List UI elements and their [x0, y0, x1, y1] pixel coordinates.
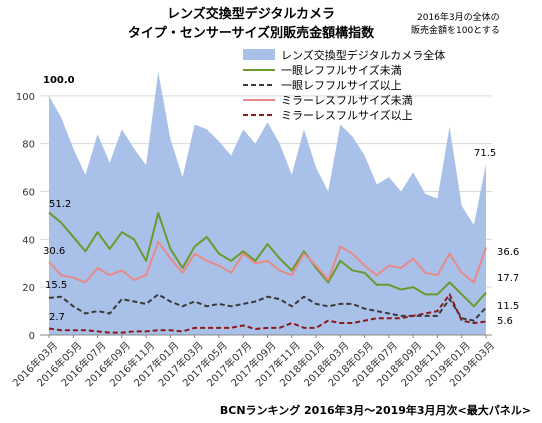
data-label-end-s1: 17.7 — [497, 273, 519, 284]
line-series-3 — [48, 240, 487, 284]
legend-label-1: 一眼レフフルサイズ未満 — [281, 63, 402, 77]
data-label-end-s4: 5.6 — [497, 316, 513, 327]
legend-label-2: 一眼レフフルサイズ以上 — [281, 78, 402, 92]
y-tick-label: 40 — [22, 235, 35, 246]
x-axis-ticks: 2016年03月2016年05月2016年07月2016年09月2016年11月… — [10, 335, 497, 389]
data-label-start-s2: 15.5 — [45, 280, 67, 291]
area-series — [49, 71, 486, 336]
data-label-start-total: 100.0 — [43, 75, 75, 86]
data-label-start-s1: 51.2 — [49, 199, 71, 210]
data-label-end-total: 71.5 — [474, 148, 496, 159]
chart-title-line1: レンズ交換型デジタルカメラ — [167, 6, 335, 22]
y-tick-label: 100 — [16, 92, 35, 103]
y-tick-label: 0 — [29, 331, 35, 342]
chart-source: BCNランキング 2016年3月～2019年3月月次<最大パネル> — [220, 403, 531, 417]
data-label-end-s3: 36.6 — [497, 247, 519, 258]
data-label-start-s4: 2.7 — [49, 312, 65, 323]
chart-title-line2: タイプ・センサーサイズ別販売金額構指数 — [128, 25, 375, 41]
legend-label-0: レンズ交換型デジタルカメラ全体 — [281, 48, 445, 62]
data-labels: 100.0 51.2 30.6 15.5 2.7 71.5 36.6 17.7 11.5 5.6 — [43, 75, 519, 327]
area-series-0 — [49, 71, 486, 336]
y-tick-label: 60 — [22, 188, 35, 199]
legend-swatch-0 — [243, 49, 275, 60]
data-label-end-s2: 11.5 — [497, 301, 519, 312]
line-series-4 — [48, 293, 487, 334]
chart-note-line2: 販売金額を100とする — [411, 24, 500, 36]
legend-label-3: ミラーレスフルサイズ未満 — [281, 93, 413, 107]
legend-label-4: ミラーレスフルサイズ以上 — [281, 108, 413, 122]
legend: レンズ交換型デジタルカメラ全体一眼レフフルサイズ未満一眼レフフルサイズ以上ミラー… — [243, 48, 445, 122]
line-series — [48, 211, 487, 334]
data-label-start-s3: 30.6 — [43, 246, 65, 257]
y-axis-ticks: 0 20 40 60 80 100 — [16, 92, 35, 342]
y-tick-label: 80 — [22, 140, 35, 151]
y-tick-label: 20 — [22, 283, 35, 294]
line-series-1 — [48, 211, 487, 308]
chart-note-line1: 2016年3月の全体の — [417, 11, 500, 23]
